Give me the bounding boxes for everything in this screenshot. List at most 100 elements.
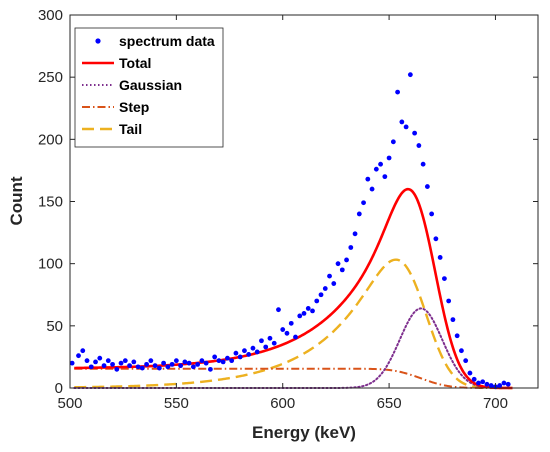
data-point	[148, 358, 154, 364]
data-point	[208, 366, 213, 372]
data-point	[348, 245, 354, 250]
data-point	[105, 358, 111, 364]
x-tick-label: 700	[483, 395, 508, 412]
data-point	[276, 307, 281, 313]
data-point	[488, 383, 494, 388]
data-point	[463, 358, 469, 364]
data-point	[471, 376, 477, 382]
data-point	[395, 89, 400, 95]
data-point	[101, 363, 107, 369]
x-tick-label: 500	[57, 395, 82, 412]
data-point	[152, 363, 158, 369]
data-point	[220, 359, 226, 365]
legend-label: Total	[119, 55, 151, 71]
data-point	[237, 354, 243, 360]
data-point	[293, 334, 298, 340]
data-point	[437, 255, 443, 260]
data-point	[233, 350, 239, 356]
data-point	[399, 119, 405, 125]
data-point	[186, 360, 192, 366]
data-point	[122, 358, 128, 364]
data-point	[212, 354, 218, 360]
y-tick-label: 100	[38, 256, 63, 273]
data-point	[114, 366, 120, 372]
y-tick-label: 50	[46, 318, 63, 335]
data-point	[144, 361, 149, 367]
y-axis-label: Count	[7, 176, 26, 225]
data-point	[416, 143, 422, 148]
data-point	[301, 311, 307, 316]
x-tick-label: 650	[377, 395, 402, 412]
data-point	[216, 358, 222, 364]
data-point	[229, 358, 235, 364]
data-point	[356, 211, 362, 217]
data-point	[259, 338, 264, 344]
data-point	[161, 360, 167, 366]
data-point	[386, 155, 392, 161]
data-point	[288, 320, 294, 326]
data-point	[322, 286, 328, 291]
data-point	[378, 161, 383, 167]
series-step-line	[74, 367, 513, 389]
data-point	[127, 363, 132, 369]
data-point	[424, 184, 430, 189]
data-point	[250, 345, 256, 351]
data-point	[344, 257, 349, 263]
data-point	[284, 330, 290, 336]
data-point	[310, 308, 315, 314]
legend-label: spectrum data	[119, 33, 215, 49]
data-point	[331, 281, 337, 286]
data-point	[267, 335, 273, 341]
x-tick-label: 600	[270, 395, 295, 412]
data-point	[76, 353, 81, 359]
x-axis-ticks: 500 550 600 650 700	[57, 15, 508, 412]
data-point	[80, 348, 86, 354]
data-point	[501, 380, 507, 386]
data-point	[382, 174, 388, 180]
data-point	[314, 298, 320, 304]
legend-label: Gaussian	[119, 77, 182, 93]
data-point	[254, 349, 260, 355]
data-point	[369, 186, 375, 192]
data-point	[225, 355, 230, 361]
data-point	[480, 379, 486, 385]
legend: spectrum data Total Gaussian Step Tail	[74, 27, 224, 148]
x-tick-label: 550	[164, 395, 189, 412]
data-point	[297, 313, 303, 319]
data-point	[318, 292, 324, 298]
data-point	[118, 360, 124, 366]
y-tick-label: 300	[38, 7, 63, 24]
data-point	[135, 364, 141, 370]
data-point	[459, 348, 464, 354]
y-tick-label: 200	[38, 131, 63, 148]
data-point	[173, 358, 179, 364]
data-point	[203, 360, 209, 366]
data-point	[327, 273, 332, 279]
y-tick-label: 250	[38, 69, 63, 86]
y-axis-ticks: 0 50 100 150 200 250 300	[38, 7, 538, 397]
data-points-layer	[69, 72, 511, 390]
y-tick-label: 150	[38, 194, 63, 211]
data-point	[407, 72, 413, 78]
data-point	[165, 364, 171, 370]
data-point	[420, 161, 426, 167]
data-point	[412, 130, 418, 136]
data-point	[199, 358, 205, 364]
data-point	[93, 359, 98, 365]
data-point	[263, 344, 269, 350]
data-point	[373, 166, 379, 172]
data-point	[505, 381, 511, 387]
data-point	[280, 327, 286, 332]
data-point	[484, 381, 490, 387]
data-point	[195, 361, 201, 367]
data-point	[433, 236, 439, 242]
data-point	[110, 361, 115, 367]
data-point	[467, 370, 473, 376]
series-tail-line	[74, 258, 513, 390]
data-point	[139, 365, 145, 371]
data-point	[97, 355, 103, 361]
data-point	[182, 359, 188, 365]
data-point	[476, 380, 481, 386]
data-point	[88, 364, 94, 370]
